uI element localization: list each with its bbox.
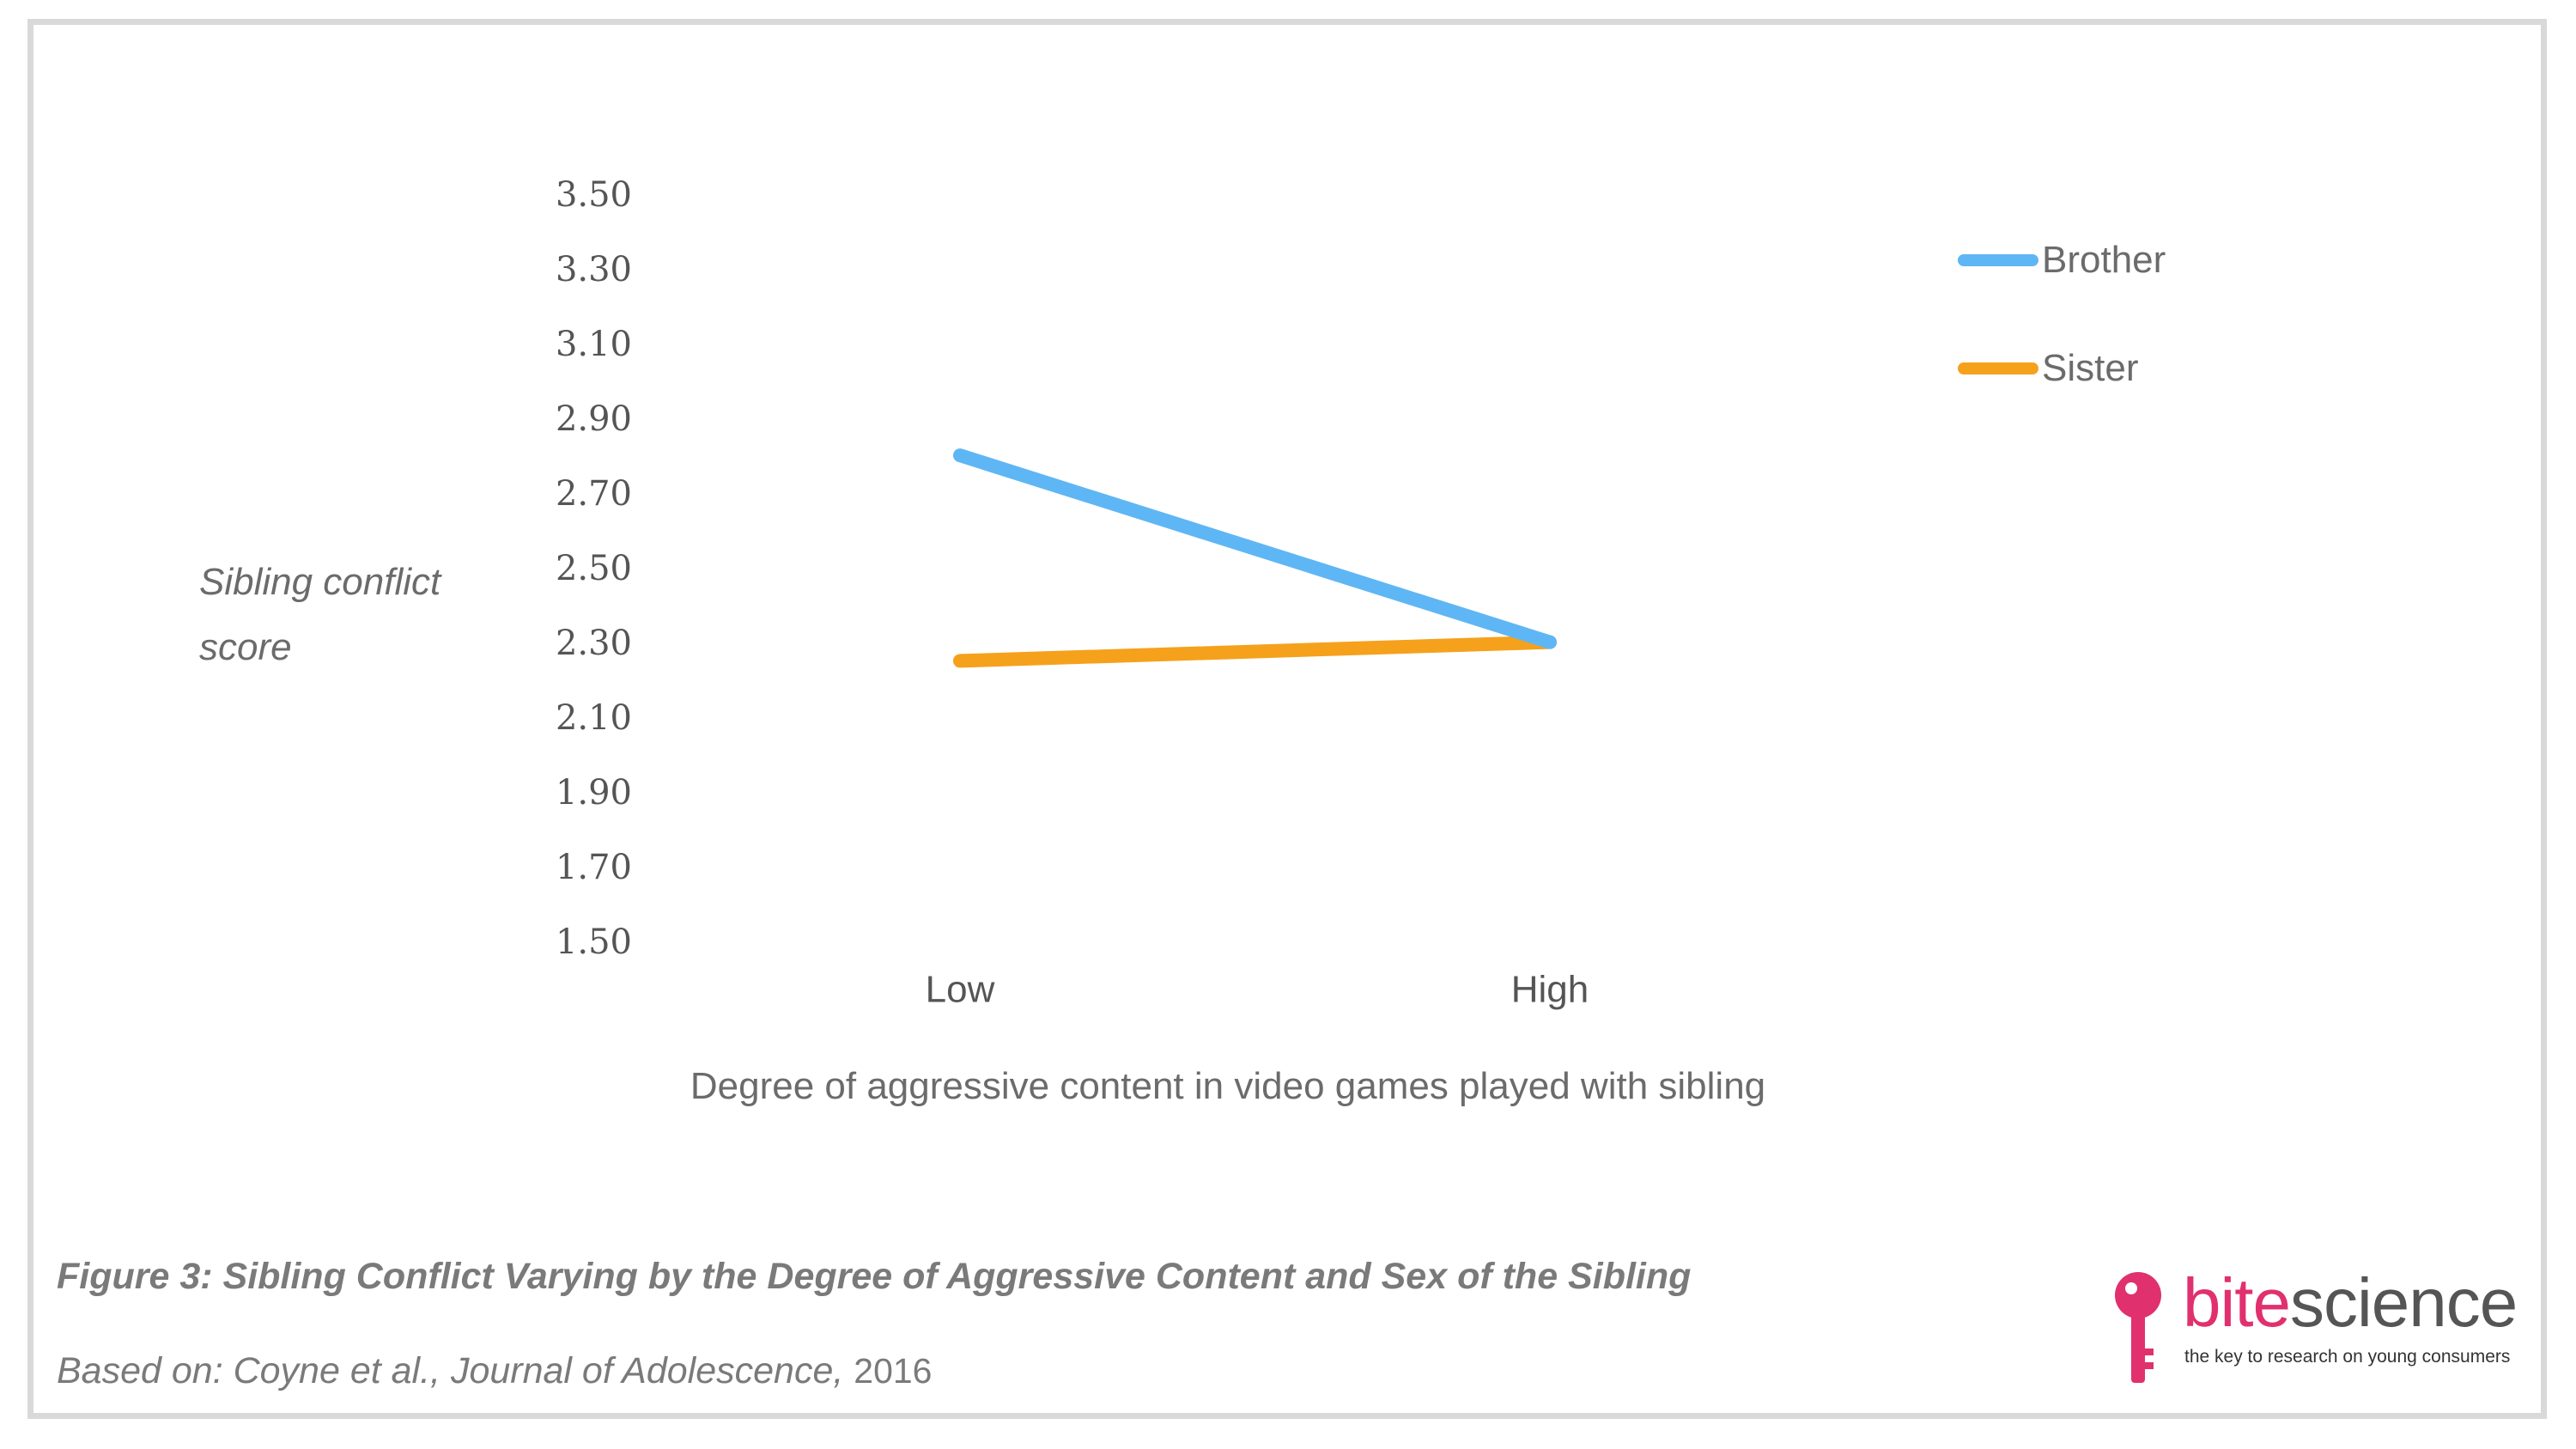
- y-tick-label: 1.70: [556, 848, 632, 887]
- source-citation: Based on: Coyne et al., Journal of Adole…: [57, 1350, 932, 1392]
- legend-swatch-brother: [1958, 254, 2038, 266]
- source-text: Based on: Coyne et al., Journal of Adole…: [57, 1350, 844, 1391]
- series-line-sister: [953, 635, 1557, 668]
- y-tick-label: 3.50: [556, 175, 632, 215]
- y-tick-label: 2.70: [556, 474, 632, 514]
- legend-label-brother: Brother: [2042, 239, 2166, 281]
- x-tick-label: Low: [926, 969, 995, 1011]
- legend-label-sister: Sister: [2042, 347, 2139, 389]
- x-axis-ticks: Low High: [926, 969, 1589, 1011]
- y-tick-label: 2.10: [556, 698, 632, 738]
- y-axis-ticks: 3.50 3.30 3.10 2.90 2.70 2.50 2.30 2.10 1.90 1.70…: [556, 175, 632, 962]
- logo-word-bite: bite: [2183, 1264, 2291, 1341]
- legend: Brother Sister: [1958, 206, 2166, 423]
- logo-wordmark: bitescience: [2183, 1264, 2518, 1342]
- figure-caption: Figure 3: Sibling Conflict Varying by th…: [57, 1256, 1692, 1297]
- y-axis-label: Sibling conflict score: [199, 561, 441, 668]
- y-tick-label: 2.30: [556, 624, 632, 663]
- figure-frame: [27, 19, 2547, 1419]
- legend-item-sister: Sister: [1958, 314, 2166, 423]
- series-line-brother: [953, 448, 1557, 649]
- logo-tagline: the key to research on young consumers: [2184, 1347, 2511, 1367]
- y-tick-label: 3.10: [556, 325, 632, 364]
- legend-item-brother: Brother: [1958, 206, 2166, 314]
- y-tick-label: 1.50: [556, 922, 632, 962]
- bitescience-logo: bitescience the key to research on young…: [2112, 1264, 2524, 1390]
- legend-swatch-sister: [1958, 362, 2038, 374]
- x-tick-label: High: [1511, 969, 1589, 1011]
- chart-series: [953, 448, 1557, 668]
- x-axis-label: Degree of aggressive content in video ga…: [690, 1065, 1766, 1107]
- y-tick-label: 2.90: [556, 399, 632, 439]
- y-tick-label: 2.50: [556, 549, 632, 588]
- source-year: 2016: [854, 1351, 933, 1391]
- y-tick-label: 1.90: [556, 773, 632, 813]
- logo-word-science: science: [2289, 1264, 2518, 1341]
- key-icon: [2115, 1272, 2161, 1383]
- y-tick-label: 3.30: [556, 250, 632, 289]
